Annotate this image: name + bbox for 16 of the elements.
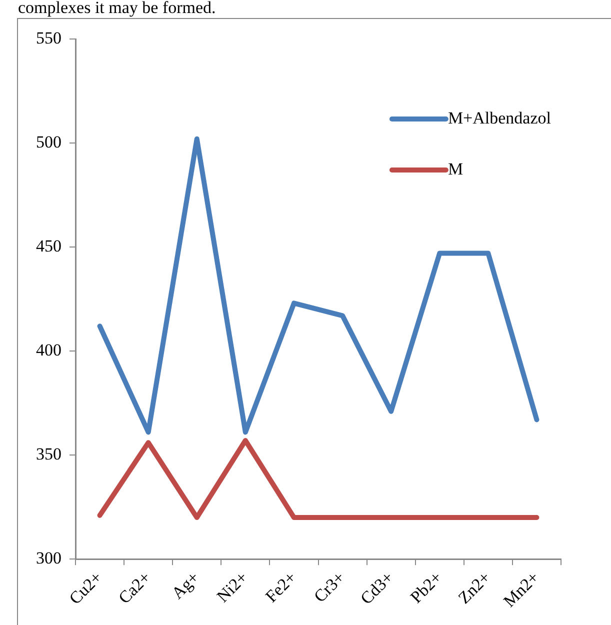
y-tick-label: 550 bbox=[36, 28, 62, 48]
x-tick-label: Fe2+ bbox=[262, 568, 300, 606]
x-tick-label: Cr3+ bbox=[310, 568, 349, 606]
x-tick-label: Cu2+ bbox=[66, 568, 106, 608]
x-tick-label: Ag+ bbox=[168, 568, 203, 603]
text: complexes it may be formed. bbox=[17, 0, 217, 18]
y-tick-label: 500 bbox=[36, 132, 62, 152]
y-tick-label: 400 bbox=[36, 340, 62, 360]
x-tick-label: Ca2+ bbox=[114, 568, 154, 608]
x-tick-label: Ni2+ bbox=[213, 568, 252, 606]
y-tick-label: 450 bbox=[36, 236, 62, 256]
legend-label: M+Albendazol bbox=[448, 108, 552, 128]
x-tick-label: Cd3+ bbox=[356, 568, 398, 608]
y-tick-label: 350 bbox=[36, 444, 62, 464]
legend-label: M bbox=[448, 159, 464, 178]
y-tick-label: 300 bbox=[36, 548, 62, 568]
